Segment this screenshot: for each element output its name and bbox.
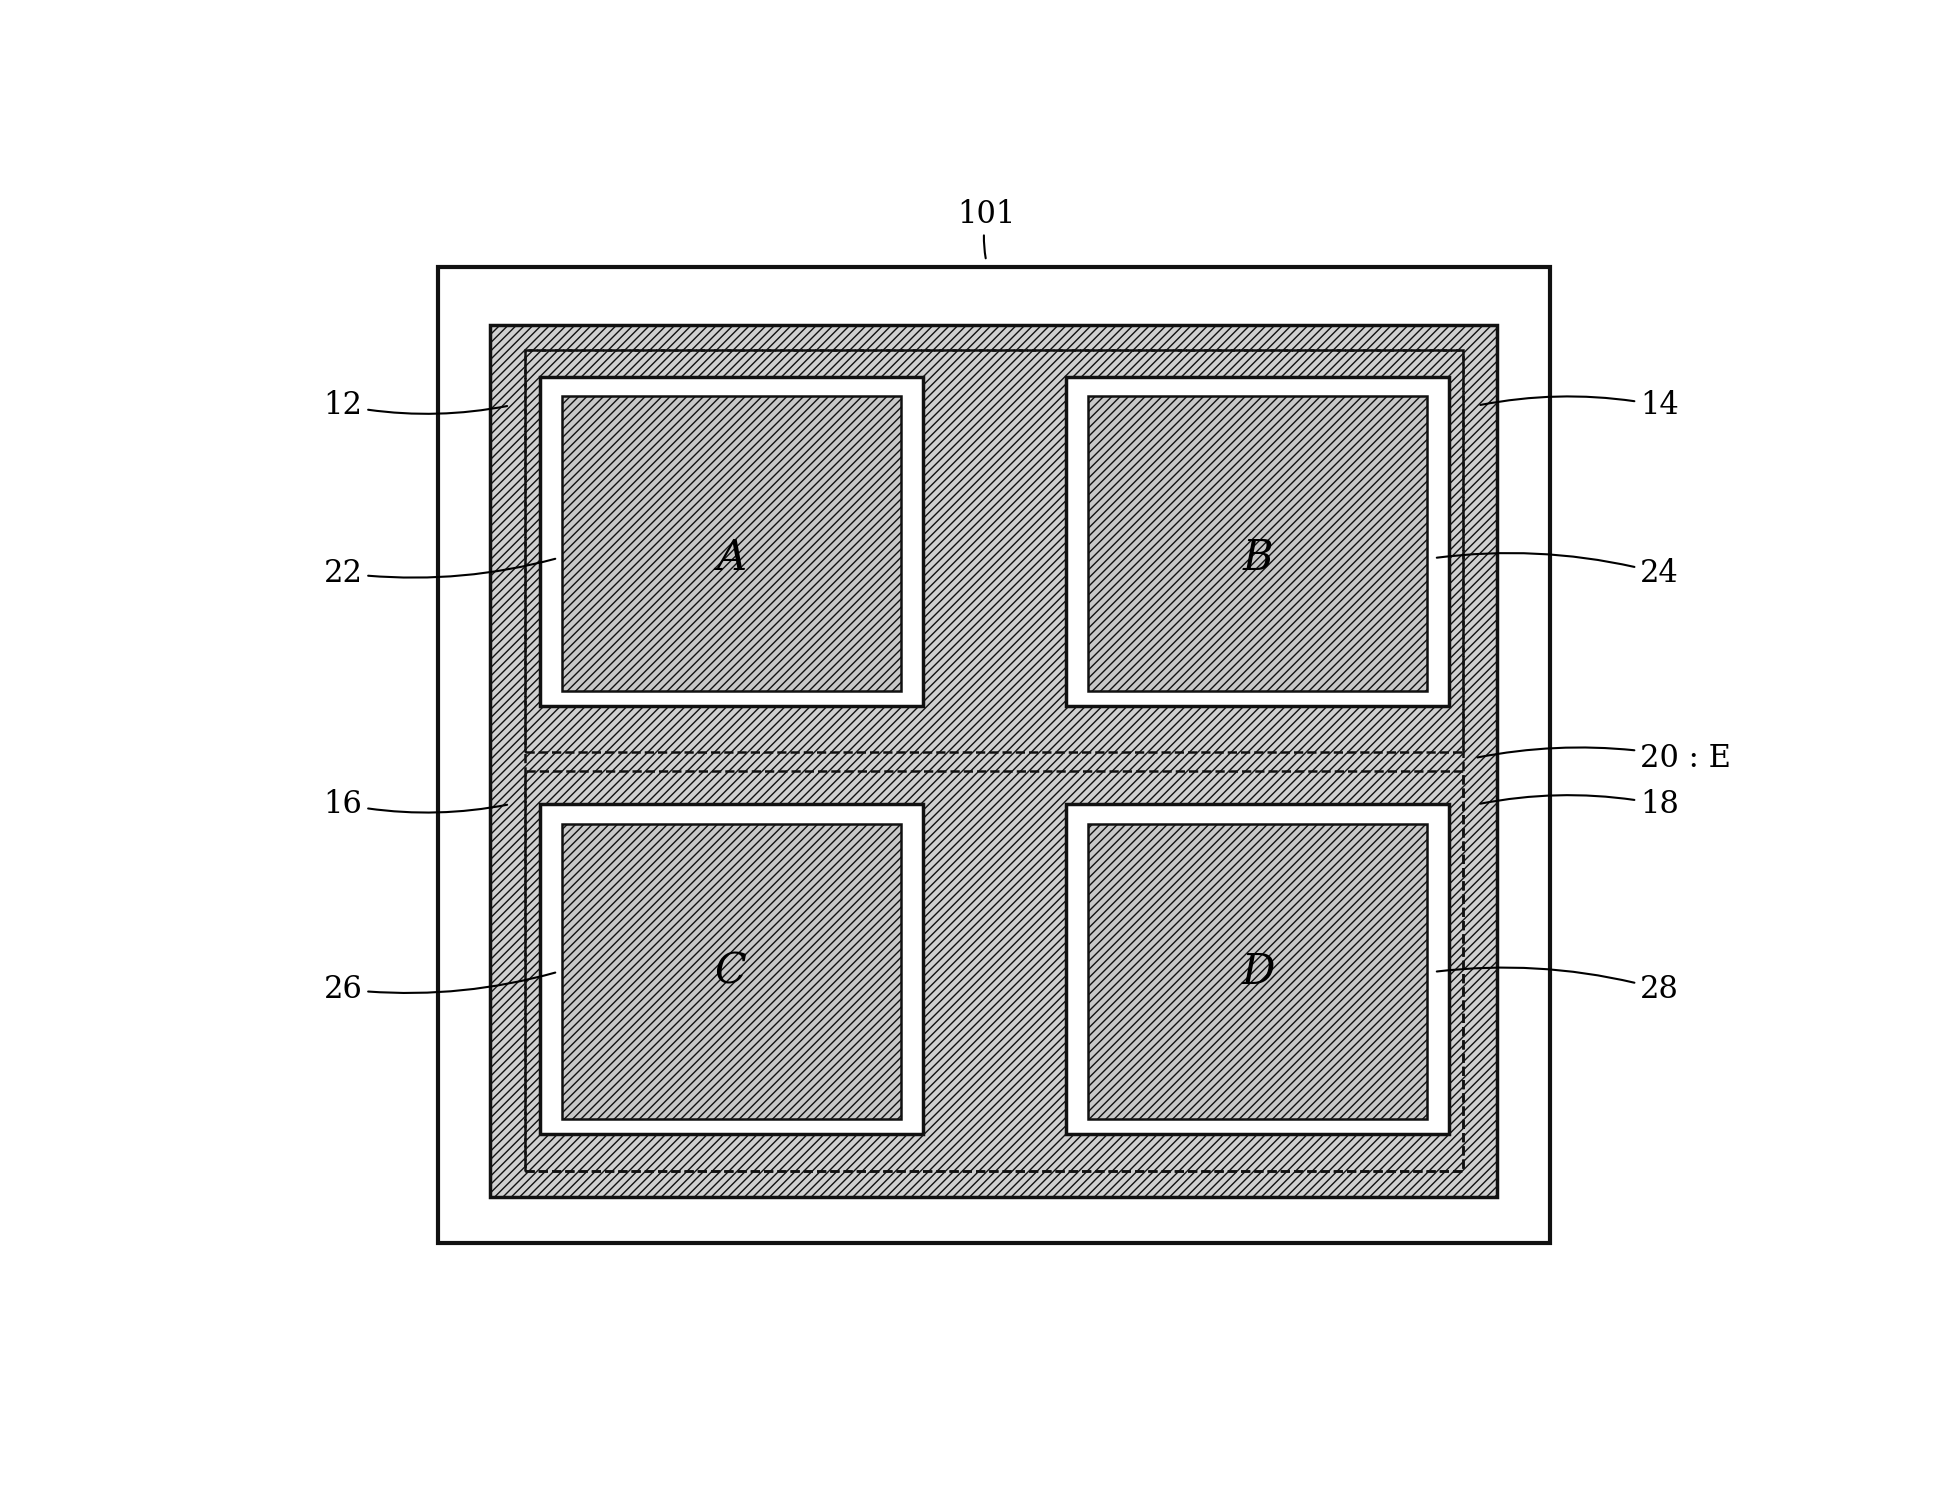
Text: 24: 24 xyxy=(1437,552,1679,588)
Text: 101: 101 xyxy=(958,198,1016,258)
Bar xyxy=(562,824,900,1118)
Bar xyxy=(525,350,1462,752)
Bar xyxy=(525,770,1462,1171)
Bar xyxy=(539,377,923,705)
Text: 26: 26 xyxy=(324,973,555,1004)
Text: 18: 18 xyxy=(1479,788,1679,820)
Bar xyxy=(1066,805,1448,1133)
Bar xyxy=(438,267,1549,1243)
Bar xyxy=(539,805,923,1133)
Text: 14: 14 xyxy=(1479,390,1679,420)
Bar xyxy=(562,396,900,690)
Text: C: C xyxy=(715,950,747,992)
Text: A: A xyxy=(715,537,747,579)
Text: D: D xyxy=(1241,950,1276,992)
Bar xyxy=(525,350,1462,1171)
Bar xyxy=(491,324,1497,1198)
Bar xyxy=(1088,824,1427,1118)
Text: 12: 12 xyxy=(324,390,508,420)
Text: 22: 22 xyxy=(324,557,555,588)
Bar xyxy=(1066,377,1448,705)
Text: 20 : E: 20 : E xyxy=(1478,743,1732,773)
Bar xyxy=(1088,396,1427,690)
Text: 28: 28 xyxy=(1437,968,1679,1004)
Text: B: B xyxy=(1243,537,1274,579)
Text: 16: 16 xyxy=(324,788,508,820)
